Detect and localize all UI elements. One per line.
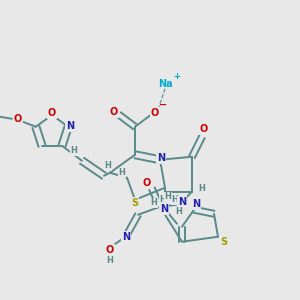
Text: O: O xyxy=(143,178,151,188)
Text: S: S xyxy=(131,198,139,208)
Text: H: H xyxy=(160,195,167,204)
Text: N: N xyxy=(160,204,168,214)
Text: H: H xyxy=(151,198,158,207)
Text: +: + xyxy=(173,72,181,81)
Text: S: S xyxy=(220,237,228,247)
Text: −: − xyxy=(159,100,167,110)
Text: O: O xyxy=(106,245,114,255)
Text: O: O xyxy=(151,108,159,118)
Text: H: H xyxy=(106,256,113,265)
Text: H: H xyxy=(176,207,182,216)
Text: O: O xyxy=(48,108,56,118)
Text: O: O xyxy=(14,114,22,124)
Text: N: N xyxy=(178,197,186,207)
Text: H: H xyxy=(70,146,77,155)
Text: Na: Na xyxy=(158,79,172,89)
Text: O: O xyxy=(110,107,118,117)
Text: H: H xyxy=(165,192,171,201)
Text: N: N xyxy=(122,232,130,242)
Text: H: H xyxy=(105,161,111,170)
Text: N: N xyxy=(192,199,200,209)
Text: N: N xyxy=(157,153,165,163)
Text: H: H xyxy=(172,195,178,204)
Text: H: H xyxy=(199,184,206,193)
Text: N: N xyxy=(66,121,74,131)
Text: H: H xyxy=(118,168,125,177)
Text: O: O xyxy=(200,124,208,134)
